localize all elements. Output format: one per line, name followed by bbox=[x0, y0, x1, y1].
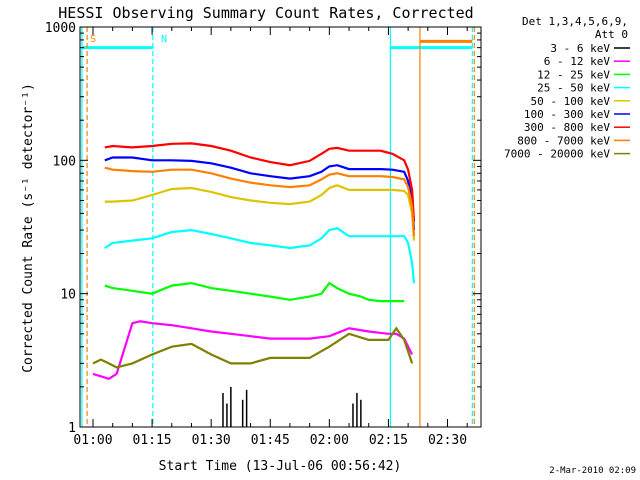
chart-title: HESSI Observing Summary Count Rates, Cor… bbox=[58, 4, 473, 22]
legend-label-5: 100 - 300 keV bbox=[524, 108, 610, 121]
y-tick-label-1: 10 bbox=[60, 288, 76, 303]
series-1-line bbox=[92, 320, 414, 381]
series-4-line bbox=[104, 184, 416, 241]
annotation-1: N bbox=[161, 34, 167, 45]
legend-header-line-2: Att 0 bbox=[595, 28, 628, 41]
legend-label-1: 6 - 12 keV bbox=[544, 55, 611, 68]
legend-label-8: 7000 - 20000 keV bbox=[504, 148, 610, 161]
legend-label-0: 3 - 6 keV bbox=[550, 42, 610, 55]
series-6-line bbox=[104, 142, 416, 222]
x-axis-label: Start Time (13-Jul-06 00:56:42) bbox=[159, 459, 402, 474]
y-axis-label: Corrected Count Rate (s⁻¹ detector⁻¹) bbox=[21, 83, 36, 373]
y-tick-label-0: 1 bbox=[68, 421, 76, 436]
plot-area: S N 1 10 100 1000 01:00 01:15 01:30 01:45 02:00 02:… bbox=[45, 21, 482, 448]
series-7-line bbox=[104, 166, 416, 237]
legend-label-2: 12 - 25 keV bbox=[537, 68, 610, 81]
series-8-line bbox=[92, 326, 414, 369]
x-tick-label-6: 02:30 bbox=[428, 433, 467, 448]
legend-label-7: 800 - 7000 keV bbox=[517, 134, 610, 147]
x-tick-label-0: 01:00 bbox=[73, 433, 112, 448]
series-2-line bbox=[104, 281, 405, 303]
annotation-0: S bbox=[90, 34, 96, 45]
y-tick-label-3: 1000 bbox=[45, 21, 76, 36]
x-tick-label-5: 02:15 bbox=[369, 433, 408, 448]
x-tick-label-2: 01:30 bbox=[192, 433, 231, 448]
plot-frame bbox=[79, 26, 482, 428]
legend-label-6: 300 - 800 keV bbox=[524, 121, 610, 134]
date-stamp: 2-Mar-2010 02:09 bbox=[549, 466, 636, 476]
x-tick-label-4: 02:00 bbox=[310, 433, 349, 448]
y-tick-label-2: 100 bbox=[53, 154, 76, 169]
legend-header-line-1: Det 1,3,4,5,6,9, bbox=[522, 15, 628, 28]
legend-label-3: 25 - 50 keV bbox=[537, 82, 610, 95]
x-tick-label-1: 01:15 bbox=[133, 433, 172, 448]
legend-label-4: 50 - 100 keV bbox=[531, 95, 611, 108]
x-tick-label-3: 01:45 bbox=[251, 433, 290, 448]
series-3-line bbox=[104, 227, 416, 284]
series-5-line bbox=[104, 156, 416, 231]
